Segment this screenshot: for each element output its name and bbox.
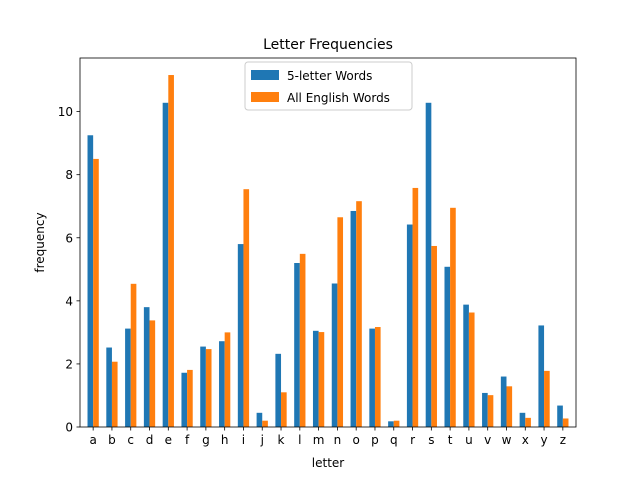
bar-o-series-2 xyxy=(356,201,362,427)
y-axis-label: frequency xyxy=(33,212,47,272)
bar-s-series-1 xyxy=(425,102,432,428)
plot-frame xyxy=(79,57,577,428)
bar-y-series-2 xyxy=(544,370,550,427)
x-tick-label-a: a xyxy=(89,433,96,447)
bar-t-series-1 xyxy=(444,266,451,427)
y-tick-label-6: 6 xyxy=(65,231,73,245)
bar-v-series-2 xyxy=(487,395,494,427)
bar-e-series-1 xyxy=(162,102,169,428)
x-tick-label-y: y xyxy=(541,433,548,447)
y-tick-label-8: 8 xyxy=(65,168,73,182)
x-tick-label-w: w xyxy=(502,433,512,447)
bar-z-series-2 xyxy=(562,418,569,427)
chart-title: Letter Frequencies xyxy=(263,37,393,53)
bar-o-series-1 xyxy=(350,210,357,427)
y-tick-label-2: 2 xyxy=(65,357,73,371)
x-tick-label-p: p xyxy=(371,433,379,447)
x-tick-label-e: e xyxy=(165,433,172,447)
legend-label-1: 5-letter Words xyxy=(287,69,372,83)
y-tick-label-4: 4 xyxy=(65,294,73,308)
bar-f-series-2 xyxy=(187,369,193,427)
bar-m-series-1 xyxy=(312,330,319,427)
x-tick-label-i: i xyxy=(242,433,245,447)
x-axis-label: letter xyxy=(312,456,345,470)
bar-s-series-2 xyxy=(431,245,437,427)
bar-t-series-2 xyxy=(450,207,456,427)
bar-c-series-2 xyxy=(130,283,137,427)
bar-d-series-2 xyxy=(149,320,156,427)
x-tick-label-g: g xyxy=(202,433,210,447)
bar-x-series-2 xyxy=(525,417,531,427)
bar-k-series-1 xyxy=(275,353,282,427)
bar-j-series-2 xyxy=(262,420,268,427)
legend-label-2: All English Words xyxy=(287,91,390,105)
bar-p-series-1 xyxy=(369,328,375,427)
bar-r-series-2 xyxy=(412,187,419,427)
bar-g-series-1 xyxy=(200,346,206,427)
x-tick-label-c: c xyxy=(127,433,134,447)
x-tick-label-z: z xyxy=(560,433,566,447)
bar-p-series-2 xyxy=(374,327,381,427)
x-tick-label-s: s xyxy=(428,433,434,447)
x-tick-label-d: d xyxy=(146,433,154,447)
x-tick-label-r: r xyxy=(410,433,415,447)
bar-i-series-1 xyxy=(237,244,244,427)
x-tick-label-v: v xyxy=(484,433,491,447)
x-tick-label-o: o xyxy=(353,433,360,447)
x-tick-label-j: j xyxy=(260,433,264,447)
bar-b-series-1 xyxy=(106,347,112,427)
bar-h-series-2 xyxy=(224,332,231,427)
bar-u-series-2 xyxy=(468,312,475,427)
legend-swatch-1 xyxy=(251,70,279,80)
x-tick-label-l: l xyxy=(298,433,301,447)
y-tick-label-10: 10 xyxy=(58,105,73,119)
bar-d-series-1 xyxy=(143,307,150,427)
bar-l-series-1 xyxy=(294,263,300,427)
bar-z-series-1 xyxy=(557,405,563,427)
bar-w-series-2 xyxy=(506,386,513,427)
y-tick-label-0: 0 xyxy=(65,421,73,435)
bar-h-series-1 xyxy=(219,341,225,427)
x-tick-label-t: t xyxy=(448,433,453,447)
bar-k-series-2 xyxy=(281,392,287,427)
x-tick-label-m: m xyxy=(313,433,325,447)
bar-x-series-1 xyxy=(519,412,526,427)
bars-group xyxy=(87,75,569,428)
legend: 5-letter Words All English Words xyxy=(244,61,413,111)
bar-a-series-1 xyxy=(87,135,94,427)
bar-l-series-2 xyxy=(299,253,306,427)
bar-n-series-2 xyxy=(337,217,344,427)
bar-u-series-1 xyxy=(463,304,469,427)
x-tick-label-x: x xyxy=(522,433,529,447)
bar-b-series-2 xyxy=(111,361,118,427)
bar-w-series-1 xyxy=(500,376,507,427)
x-tick-label-h: h xyxy=(221,433,229,447)
bar-q-series-1 xyxy=(388,421,394,427)
x-tick-label-q: q xyxy=(390,433,398,447)
bar-y-series-1 xyxy=(538,325,545,427)
x-tick-label-k: k xyxy=(278,433,285,447)
bar-a-series-2 xyxy=(93,158,99,427)
bar-e-series-2 xyxy=(168,75,174,428)
bar-i-series-2 xyxy=(243,189,250,427)
bar-g-series-2 xyxy=(205,349,212,427)
bar-j-series-1 xyxy=(256,412,263,427)
x-tick-label-n: n xyxy=(334,433,342,447)
bar-q-series-2 xyxy=(393,420,400,427)
x-tick-label-u: u xyxy=(465,433,473,447)
bar-c-series-1 xyxy=(125,328,131,427)
legend-swatch-2 xyxy=(251,92,279,102)
bar-v-series-1 xyxy=(482,392,488,427)
x-tick-label-f: f xyxy=(185,433,190,447)
legend-box xyxy=(244,61,413,111)
bar-f-series-1 xyxy=(181,372,188,427)
bar-m-series-2 xyxy=(318,332,325,427)
x-tick-label-b: b xyxy=(108,433,116,447)
axes-group: a b c d e f g h i j k l m n o p q r s t u v w x y z 0 2 4 6 8 10 xyxy=(58,57,577,447)
bar-n-series-1 xyxy=(331,283,338,427)
bar-r-series-1 xyxy=(406,224,413,427)
